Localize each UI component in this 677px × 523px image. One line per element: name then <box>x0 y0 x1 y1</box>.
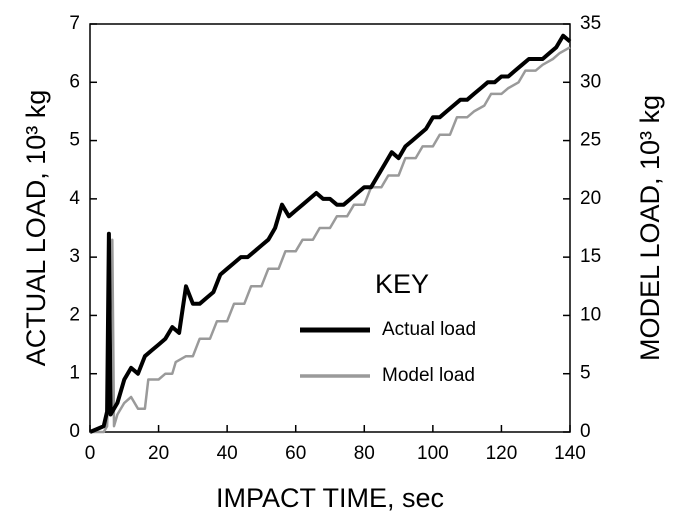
y-tick-label: 4 <box>69 188 80 209</box>
plot-frame <box>89 23 571 433</box>
y2-tick-label: 0 <box>580 421 591 442</box>
y2-tick-label: 10 <box>580 304 601 325</box>
x-tick-label: 80 <box>354 443 375 464</box>
y2-tick-label: 35 <box>580 13 601 34</box>
y2-axis-label: MODEL LOAD, 10³ kg <box>635 95 665 361</box>
legend-label: Model load <box>382 365 475 386</box>
x-tick-label: 140 <box>554 443 586 464</box>
y2-tick-label: 20 <box>580 188 601 209</box>
y-axis-label: ACTUAL LOAD, 10³ kg <box>21 90 51 367</box>
y2-tick-label: 30 <box>580 71 601 92</box>
x-axis-label: IMPACT TIME, sec <box>216 483 444 513</box>
y2-tick-label: 5 <box>580 363 591 384</box>
y-tick-label: 6 <box>69 71 80 92</box>
legend-label: Actual load <box>382 319 476 340</box>
series-line <box>89 33 572 434</box>
y2-tick-label: 15 <box>580 246 601 267</box>
y-tick-label: 7 <box>69 13 80 34</box>
x-tick-label: 20 <box>148 443 169 464</box>
y2-tick-label: 25 <box>580 130 601 151</box>
y-tick-label: 0 <box>69 421 80 442</box>
legend-title: KEY <box>375 269 429 299</box>
y-tick-label: 1 <box>69 363 80 384</box>
y-tick-label: 3 <box>69 246 80 267</box>
x-tick-label: 120 <box>486 443 518 464</box>
x-tick-label: 40 <box>217 443 238 464</box>
x-tick-label: 60 <box>285 443 306 464</box>
series-line <box>90 46 571 434</box>
x-tick-label: 0 <box>85 443 96 464</box>
y-tick-label: 2 <box>69 304 80 325</box>
y-tick-label: 5 <box>69 130 80 151</box>
x-tick-label: 100 <box>417 443 449 464</box>
